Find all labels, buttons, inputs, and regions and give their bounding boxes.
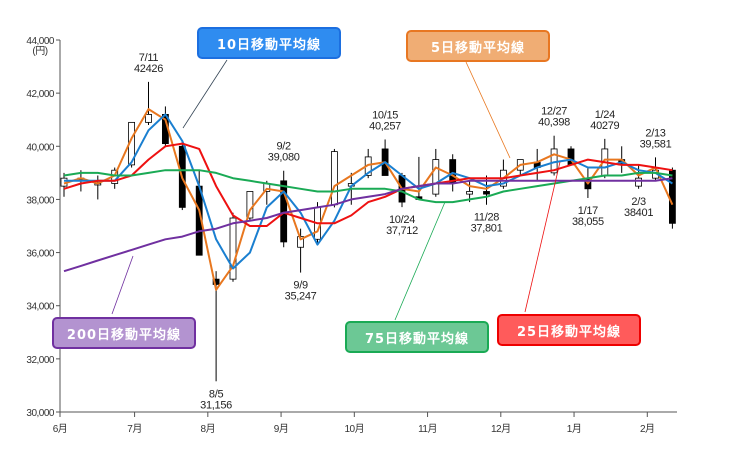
candle xyxy=(432,159,440,195)
annotation-date: 11/28 xyxy=(474,212,499,224)
annotation-value: 39,080 xyxy=(268,152,300,164)
annotation-date: 10/24 xyxy=(389,214,415,226)
leader-ma5 xyxy=(465,61,511,159)
candle xyxy=(229,217,237,280)
ma-line-2 xyxy=(63,142,673,227)
candle xyxy=(145,114,152,123)
annotation-date: 9/2 xyxy=(276,141,291,153)
leader-ma10 xyxy=(182,59,228,129)
y-tick-label: 42,000 xyxy=(26,89,55,100)
leader-ma75 xyxy=(394,201,446,321)
legend-ma10: 10日移動平均線 xyxy=(197,27,341,59)
candle xyxy=(466,191,474,195)
x-tick-label: 10月 xyxy=(345,423,365,435)
y-tick-label: 30,000 xyxy=(26,408,55,419)
candle xyxy=(483,191,490,195)
x-tick-label: 7月 xyxy=(127,423,142,435)
y-tick-label: 44,000 xyxy=(26,36,55,47)
leader-ma200 xyxy=(111,255,134,315)
y-tick-label: 32,000 xyxy=(26,355,55,366)
y-tick-label: 36,000 xyxy=(26,249,55,260)
y-tick-label: 38,000 xyxy=(26,195,55,206)
annotation-value: 31,156 xyxy=(200,399,232,411)
x-tick-label: 8月 xyxy=(201,423,216,435)
annotation-date: 12/27 xyxy=(541,106,567,118)
legend-ma200: 200日移動平均線 xyxy=(52,317,196,349)
annotation-date: 2/3 xyxy=(631,196,646,208)
annotation-value: 37,712 xyxy=(386,225,418,237)
candle xyxy=(212,278,220,285)
annotation-value: 35,247 xyxy=(285,291,317,303)
annotation-value: 38401 xyxy=(624,207,653,219)
annotation-date: 9/9 xyxy=(293,280,308,292)
legend-ma5: 5日移動平均線 xyxy=(406,30,550,62)
ma-line-4 xyxy=(63,177,673,273)
x-tick-label: 2月 xyxy=(640,423,655,435)
y-tick-label: 40,000 xyxy=(26,142,55,153)
callout-leaders xyxy=(111,59,561,321)
annotation-date: 1/17 xyxy=(578,205,598,217)
legend-ma25: 25日移動平均線 xyxy=(497,314,641,346)
x-tick-label: 12月 xyxy=(491,423,511,435)
annotation-date: 7/11 xyxy=(139,52,159,64)
annotation-value: 40,398 xyxy=(538,117,570,129)
x-tick-label: 6月 xyxy=(53,423,68,435)
ma-line-0 xyxy=(63,108,674,291)
annotation-date: 1/24 xyxy=(595,109,615,121)
annotation-value: 37,801 xyxy=(471,223,503,235)
annotation-value: 40279 xyxy=(590,120,619,132)
annotation-date: 2/13 xyxy=(645,127,665,139)
candle xyxy=(330,151,338,206)
annotation-date: 10/15 xyxy=(372,109,398,121)
annotation-value: 38,055 xyxy=(572,216,604,228)
annotation-value: 39,581 xyxy=(640,138,672,150)
x-tick-label: 1月 xyxy=(567,423,582,435)
leader-ma25 xyxy=(524,161,561,313)
annotation-value: 42426 xyxy=(134,63,163,75)
y-unit-label: (円) xyxy=(32,46,47,57)
ma-line-1 xyxy=(64,113,673,270)
y-tick-label: 34,000 xyxy=(26,302,55,313)
x-tick-label: 9月 xyxy=(274,423,289,435)
candle xyxy=(635,177,642,187)
annotation-value: 40,257 xyxy=(369,120,401,132)
annotation-date: 8/5 xyxy=(209,388,224,400)
legend-ma75: 75日移動平均線 xyxy=(345,321,489,353)
x-tick-label: 11月 xyxy=(418,423,437,435)
